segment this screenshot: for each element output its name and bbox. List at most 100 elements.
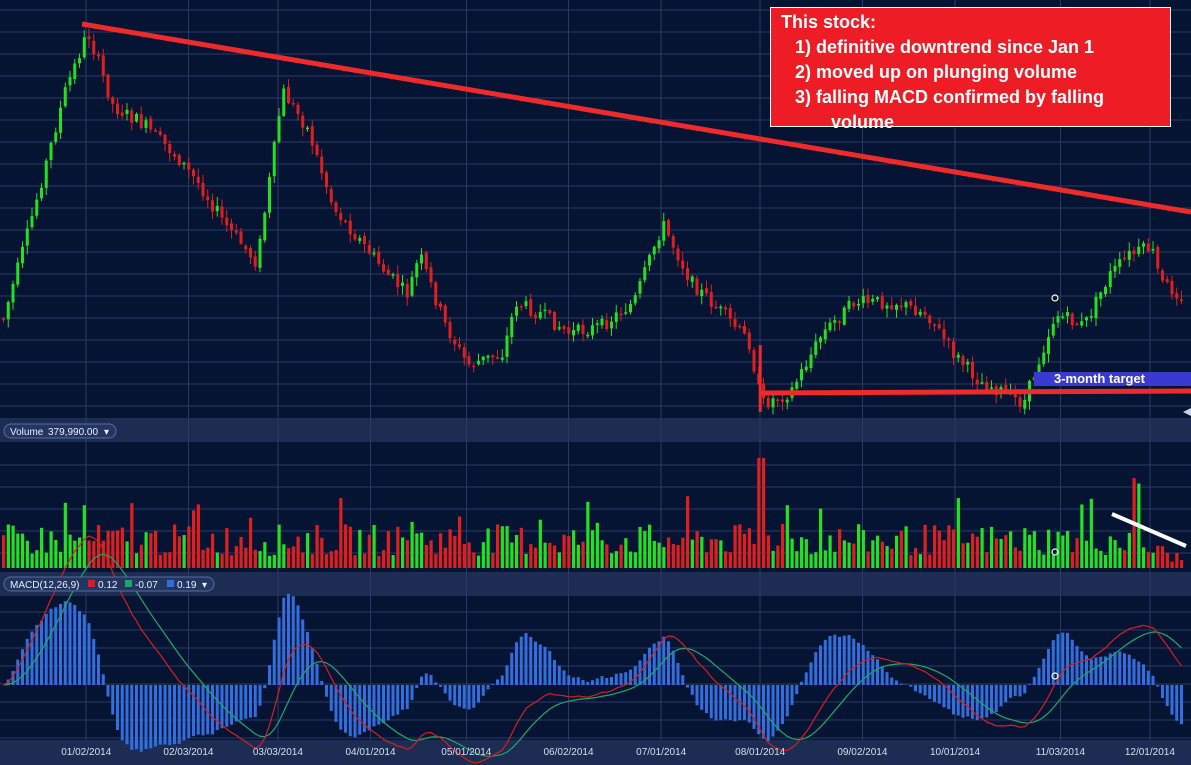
volume-bar bbox=[581, 541, 585, 568]
candle-body bbox=[325, 172, 328, 188]
scroll-arrow-icon[interactable] bbox=[1183, 408, 1191, 416]
candle-body bbox=[1161, 270, 1164, 281]
candle-body bbox=[576, 324, 580, 331]
candle-body bbox=[1089, 316, 1093, 318]
macd-histogram-bar bbox=[500, 675, 504, 685]
macd-histogram-bar bbox=[1170, 685, 1174, 715]
macd-histogram-bar bbox=[1004, 685, 1008, 703]
volume-bar bbox=[467, 542, 471, 568]
macd-histogram-bar bbox=[619, 673, 623, 685]
volume-bar bbox=[339, 498, 343, 568]
macd-histogram-bar bbox=[59, 603, 62, 685]
macd-histogram-bar bbox=[424, 673, 428, 685]
macd-histogram-bar bbox=[747, 685, 751, 723]
volume-bar bbox=[909, 555, 913, 568]
macd-histogram-bar bbox=[1142, 664, 1145, 685]
candle-body bbox=[743, 325, 746, 334]
volume-bar bbox=[880, 541, 884, 568]
candle-body bbox=[491, 355, 495, 358]
candle-body bbox=[6, 302, 10, 320]
macd-histogram-bar bbox=[344, 685, 347, 733]
macd-histogram-bar bbox=[686, 685, 689, 688]
volume-bar bbox=[695, 531, 699, 568]
candle-body bbox=[496, 357, 499, 359]
macd-histogram-bar bbox=[1013, 685, 1017, 696]
macd-histogram-bar bbox=[985, 685, 989, 718]
macd-histogram-bar bbox=[914, 685, 917, 692]
macd-histogram-bar bbox=[871, 655, 875, 685]
macd-histogram-bar bbox=[139, 685, 143, 752]
candle-body bbox=[781, 399, 784, 402]
candle-body bbox=[804, 366, 808, 371]
volume-bar bbox=[201, 549, 205, 568]
candle-body bbox=[1127, 250, 1131, 260]
candle-body bbox=[1142, 243, 1145, 247]
macd-histogram-bar bbox=[1009, 685, 1012, 698]
candle-body bbox=[510, 316, 514, 337]
macd-histogram-bar bbox=[78, 611, 81, 685]
volume-selector[interactable]: Volume 379,990.00 ▾ bbox=[3, 423, 117, 439]
macd-histogram-bar bbox=[819, 645, 822, 685]
macd-histogram-bar bbox=[192, 685, 195, 737]
macd-histogram-bar bbox=[648, 647, 651, 685]
candle-body bbox=[310, 126, 314, 146]
macd-histogram-bar bbox=[225, 685, 229, 727]
volume-bar bbox=[833, 551, 837, 568]
candle-body bbox=[971, 361, 974, 379]
candle-body bbox=[358, 237, 362, 241]
macd-selector[interactable]: MACD(12,26,9) 0.12 -0.07 0.19 ▾ bbox=[3, 576, 215, 592]
candle-body bbox=[942, 329, 946, 339]
signal-swatch bbox=[125, 580, 132, 587]
macd-histogram-bar bbox=[790, 685, 794, 706]
macd-histogram-bar bbox=[244, 685, 248, 719]
candle-body bbox=[752, 349, 756, 372]
macd-histogram-bar bbox=[586, 682, 590, 685]
macd-histogram-bar bbox=[1089, 659, 1093, 685]
macd-histogram-bar bbox=[1018, 685, 1022, 697]
cursor-marker bbox=[1051, 548, 1059, 556]
candle-body bbox=[871, 298, 875, 302]
macd-histogram-bar bbox=[258, 685, 262, 706]
volume-bar bbox=[690, 539, 694, 568]
volume-bar bbox=[1118, 547, 1122, 568]
macd-histogram-bar bbox=[771, 685, 775, 737]
candle-body bbox=[610, 321, 613, 329]
macd-histogram-bar bbox=[762, 685, 765, 739]
macd-histogram-bar bbox=[315, 664, 319, 685]
macd-histogram-bar bbox=[975, 685, 979, 721]
macd-histogram-bar bbox=[538, 644, 542, 685]
macd-histogram-bar bbox=[491, 683, 495, 685]
candle-body bbox=[1094, 296, 1098, 319]
candle-body bbox=[1070, 313, 1074, 326]
macd-histogram-bar bbox=[1113, 652, 1117, 685]
volume-bar bbox=[182, 535, 186, 568]
candle-body bbox=[196, 176, 200, 184]
candle-body bbox=[505, 335, 509, 357]
volume-bar bbox=[595, 522, 599, 568]
macd-histogram-bar bbox=[572, 677, 575, 685]
volume-bar bbox=[453, 535, 457, 568]
macd-histogram-bar bbox=[676, 663, 680, 685]
candle-body bbox=[966, 361, 970, 365]
volume-bar bbox=[757, 458, 761, 568]
candle-body bbox=[847, 300, 851, 309]
volume-bar bbox=[619, 544, 623, 568]
macd-histogram-bar bbox=[838, 636, 841, 685]
candle-body bbox=[747, 332, 751, 350]
macd-histogram-bar bbox=[534, 641, 537, 685]
volume-bar bbox=[239, 537, 243, 568]
candle-body bbox=[771, 398, 775, 408]
candle-body bbox=[168, 143, 172, 154]
candle-body bbox=[643, 267, 647, 281]
candle-body bbox=[1056, 316, 1060, 323]
macd-histogram-bar bbox=[63, 601, 67, 685]
volume-bar bbox=[215, 552, 219, 568]
macd-histogram-bar bbox=[496, 679, 499, 685]
macd-histogram-bar bbox=[1061, 632, 1065, 685]
macd-histogram-bar bbox=[320, 680, 324, 685]
candle-body bbox=[581, 324, 585, 335]
candle-body bbox=[937, 324, 941, 329]
candle-body bbox=[211, 200, 214, 212]
macd-histogram-bar bbox=[462, 685, 466, 709]
macd-histogram-bar bbox=[135, 685, 138, 750]
